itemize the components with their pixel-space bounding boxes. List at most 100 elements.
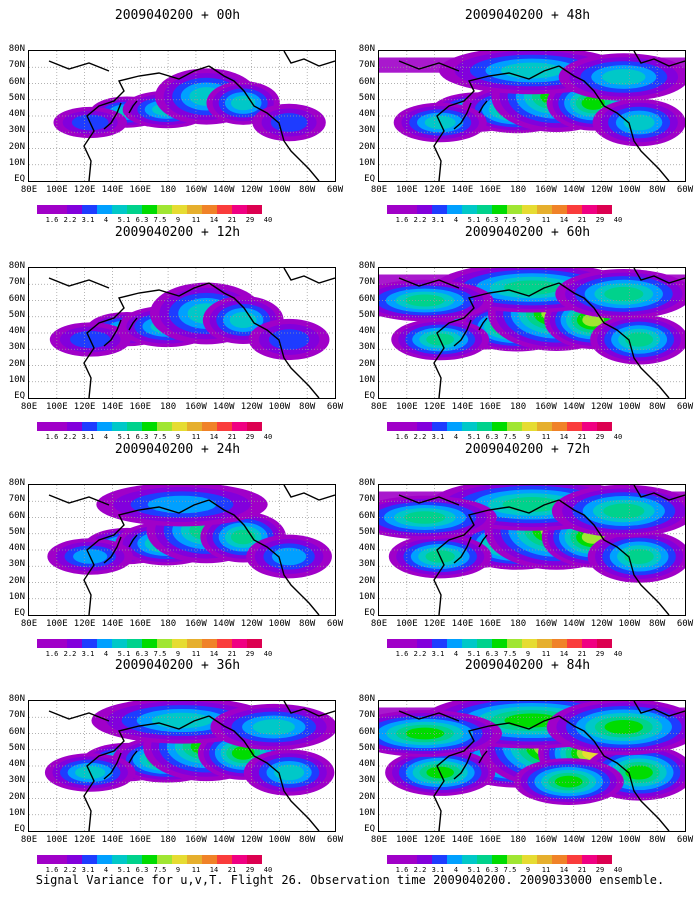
variance-contour [502, 497, 562, 512]
lat-tick-label: 80N [8, 478, 25, 488]
lat-tick-label: 50N [358, 526, 375, 537]
lon-tick-label: 160W [535, 619, 557, 629]
colorbar-swatch [97, 422, 112, 431]
lon-tick-label: 140W [212, 619, 235, 629]
colorbar-level-label: 11 [191, 650, 201, 658]
map-panel: 2009040200 + 00h 80N 70N 60N 50N 40N 30N 20N 10N… [5, 8, 350, 230]
colorbar-level-label: 7.5 [503, 216, 517, 224]
panel-title: 2009040200 + 60h [464, 225, 591, 240]
colorbar-level-label: 40 [263, 866, 273, 874]
colorbar-swatch [127, 855, 142, 864]
colorbar-swatch [432, 205, 447, 214]
coastline [398, 710, 460, 722]
variance-contour [603, 503, 645, 519]
colorbar-labels: 1.6 2.2 3.1 4 5.1 6.3 7.5 9 11 14 21 29 40 [387, 433, 672, 443]
variance-contour [504, 280, 560, 295]
colorbar-level-label: 11 [541, 650, 551, 658]
colorbar-swatch [157, 205, 172, 214]
colorbar-swatch [477, 205, 492, 214]
lat-tick-label: 20N [8, 358, 25, 369]
lon-tick-label: 80W [299, 619, 316, 629]
colorbar-swatch [172, 205, 187, 214]
colorbar-swatch [82, 422, 97, 431]
colorbar-level-label: 3.1 [81, 433, 95, 441]
coastline [103, 319, 122, 347]
lat-tick-label: 20N [358, 358, 375, 369]
coastline [48, 60, 110, 72]
colorbar-swatch [232, 422, 247, 431]
map-svg [379, 268, 685, 398]
lon-tick-label: 120E [423, 619, 446, 629]
lon-tick-label: 80E [20, 835, 38, 845]
colorbar-level-label: 40 [613, 216, 623, 224]
colorbar-level-label: 9 [175, 650, 181, 658]
colorbar-swatch [522, 855, 537, 864]
panel-title: 2009040200 + 72h [464, 442, 591, 457]
colorbar-labels: 1.6 2.2 3.1 4 5.1 6.3 7.5 9 11 14 21 29 40 [387, 866, 672, 876]
lat-tick-label: 50N [358, 309, 375, 320]
lon-tick-label: 180 [159, 835, 177, 845]
lat-tick-label: EQ [364, 174, 375, 184]
lon-tick-label: 120W [240, 185, 263, 195]
colorbar-level-label: 3.1 [81, 216, 95, 224]
lon-tick-label: 80E [370, 835, 388, 845]
colorbar-swatch [112, 422, 127, 431]
colorbar-swatch [387, 639, 402, 648]
lon-tick-label: 120E [423, 835, 446, 845]
lon-tick-label: 100E [45, 185, 68, 195]
colorbar-level-label: 5.1 [467, 650, 481, 658]
lon-tick-label: 60W [676, 619, 694, 629]
colorbar-swatch [477, 855, 492, 864]
colorbar-swatch [67, 205, 82, 214]
colorbar-swatch [432, 422, 447, 431]
colorbar-level-label: 21 [227, 216, 237, 224]
lon-tick-label: 140W [212, 835, 235, 845]
lon-tick-label: 140W [562, 402, 585, 412]
panel-title: 2009040200 + 48h [464, 8, 591, 23]
lat-tick-label: 50N [8, 92, 25, 103]
colorbar-level-label: 2.2 [413, 866, 427, 874]
variance-contour [625, 332, 654, 347]
variance-contour [151, 712, 213, 729]
lon-tick-label: 100W [618, 185, 641, 195]
map-plot [378, 484, 686, 616]
lon-tick-label: 160W [535, 835, 557, 845]
lat-tick-label: 70N [8, 494, 25, 505]
lon-tick-label: 80E [20, 185, 38, 195]
colorbar-level-label: 14 [559, 216, 569, 224]
map-svg [379, 701, 685, 831]
lat-tick-label: 60N [8, 510, 25, 521]
colorbar-swatch [172, 422, 187, 431]
lon-tick-label: 100W [618, 402, 641, 412]
colorbar-swatch [597, 639, 612, 648]
colorbar-swatch [507, 639, 522, 648]
lon-tick-label: 160E [129, 835, 152, 845]
colorbar-swatch [112, 205, 127, 214]
colorbar-level-label: 14 [559, 866, 569, 874]
colorbar-level-label: 29 [245, 650, 255, 658]
lat-tick-label: 10N [8, 807, 25, 818]
colorbar-swatch [507, 422, 522, 431]
colorbar-swatch [52, 855, 67, 864]
map-svg [29, 51, 335, 181]
colorbar-level-label: 6.3 [135, 216, 149, 224]
lon-tick-label: 60W [326, 619, 344, 629]
colorbar-level-label: 7.5 [153, 866, 167, 874]
colorbar-level-label: 5.1 [117, 216, 131, 224]
coastline [83, 282, 210, 398]
lat-tick-label: 70N [8, 710, 25, 721]
colorbar-level-label: 3.1 [431, 866, 445, 874]
lat-tick-label: 40N [8, 326, 25, 336]
lon-tick-label: 180 [159, 402, 177, 412]
colorbar-level-label: 29 [595, 216, 605, 224]
lon-tick-label: 80E [370, 402, 388, 412]
lon-tick-label: 80W [649, 835, 666, 845]
colorbar-swatch [522, 205, 537, 214]
lon-tick-label: 100E [395, 835, 418, 845]
colorbar-swatch [552, 422, 567, 431]
lat-tick-label: 60N [8, 726, 25, 737]
coastline [283, 51, 335, 67]
colorbar-swatch [582, 422, 597, 431]
colorbar-swatch [417, 422, 432, 431]
variance-contour [270, 113, 308, 132]
